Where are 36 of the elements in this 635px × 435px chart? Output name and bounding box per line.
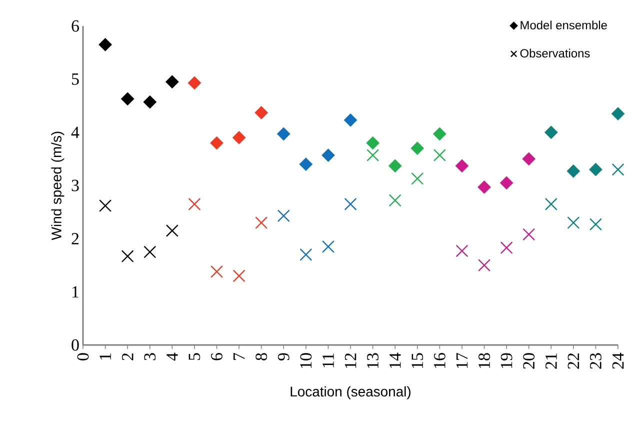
y-tick-label: 3	[72, 180, 79, 192]
y-tick-label: 1	[72, 286, 78, 298]
x-tick-label: 3	[144, 353, 156, 360]
x-tick-label: 2	[122, 353, 134, 360]
x-axis-title: Location (seasonal)	[290, 386, 410, 400]
x-tick-label: 20	[523, 353, 535, 369]
y-tick-label: 2	[72, 233, 79, 244]
x-tick-label: 0	[77, 353, 89, 360]
x-tick-label: 15	[412, 353, 424, 368]
x-tick-label: 1	[100, 354, 111, 360]
x-tick-label: 18	[478, 353, 490, 368]
x-tick-label: 12	[344, 353, 356, 368]
y-axis-title: Wind speed (m/s)	[51, 132, 64, 240]
x-tick-label: 17	[456, 353, 468, 368]
legend-label: Observations	[520, 48, 590, 58]
x-tick-label: 21	[546, 354, 557, 369]
x-tick-label: 10	[300, 353, 312, 368]
y-tick-label: 6	[72, 20, 79, 32]
x-tick-label: 22	[568, 353, 580, 369]
x-tick-label: 13	[367, 353, 378, 368]
x-tick-label: 14	[389, 352, 401, 368]
x-tick-label: 23	[590, 353, 602, 369]
y-tick-label: 5	[72, 74, 79, 85]
x-tick-label: 11	[322, 354, 334, 368]
x-tick-label: 8	[256, 353, 268, 360]
x-tick-label: 16	[434, 353, 446, 368]
x-tick-label: 7	[233, 353, 245, 360]
x-tick-label: 5	[188, 353, 200, 360]
y-tick-label: 0	[72, 339, 79, 351]
x-tick-label: 19	[500, 353, 512, 368]
legend-label: Model ensemble	[520, 20, 607, 30]
x-tick-label: 4	[166, 352, 178, 361]
x-tick-label: 24	[612, 352, 624, 369]
y-tick-label: 4	[71, 126, 80, 138]
x-tick-label: 6	[211, 353, 222, 360]
x-tick-label: 9	[278, 353, 290, 360]
